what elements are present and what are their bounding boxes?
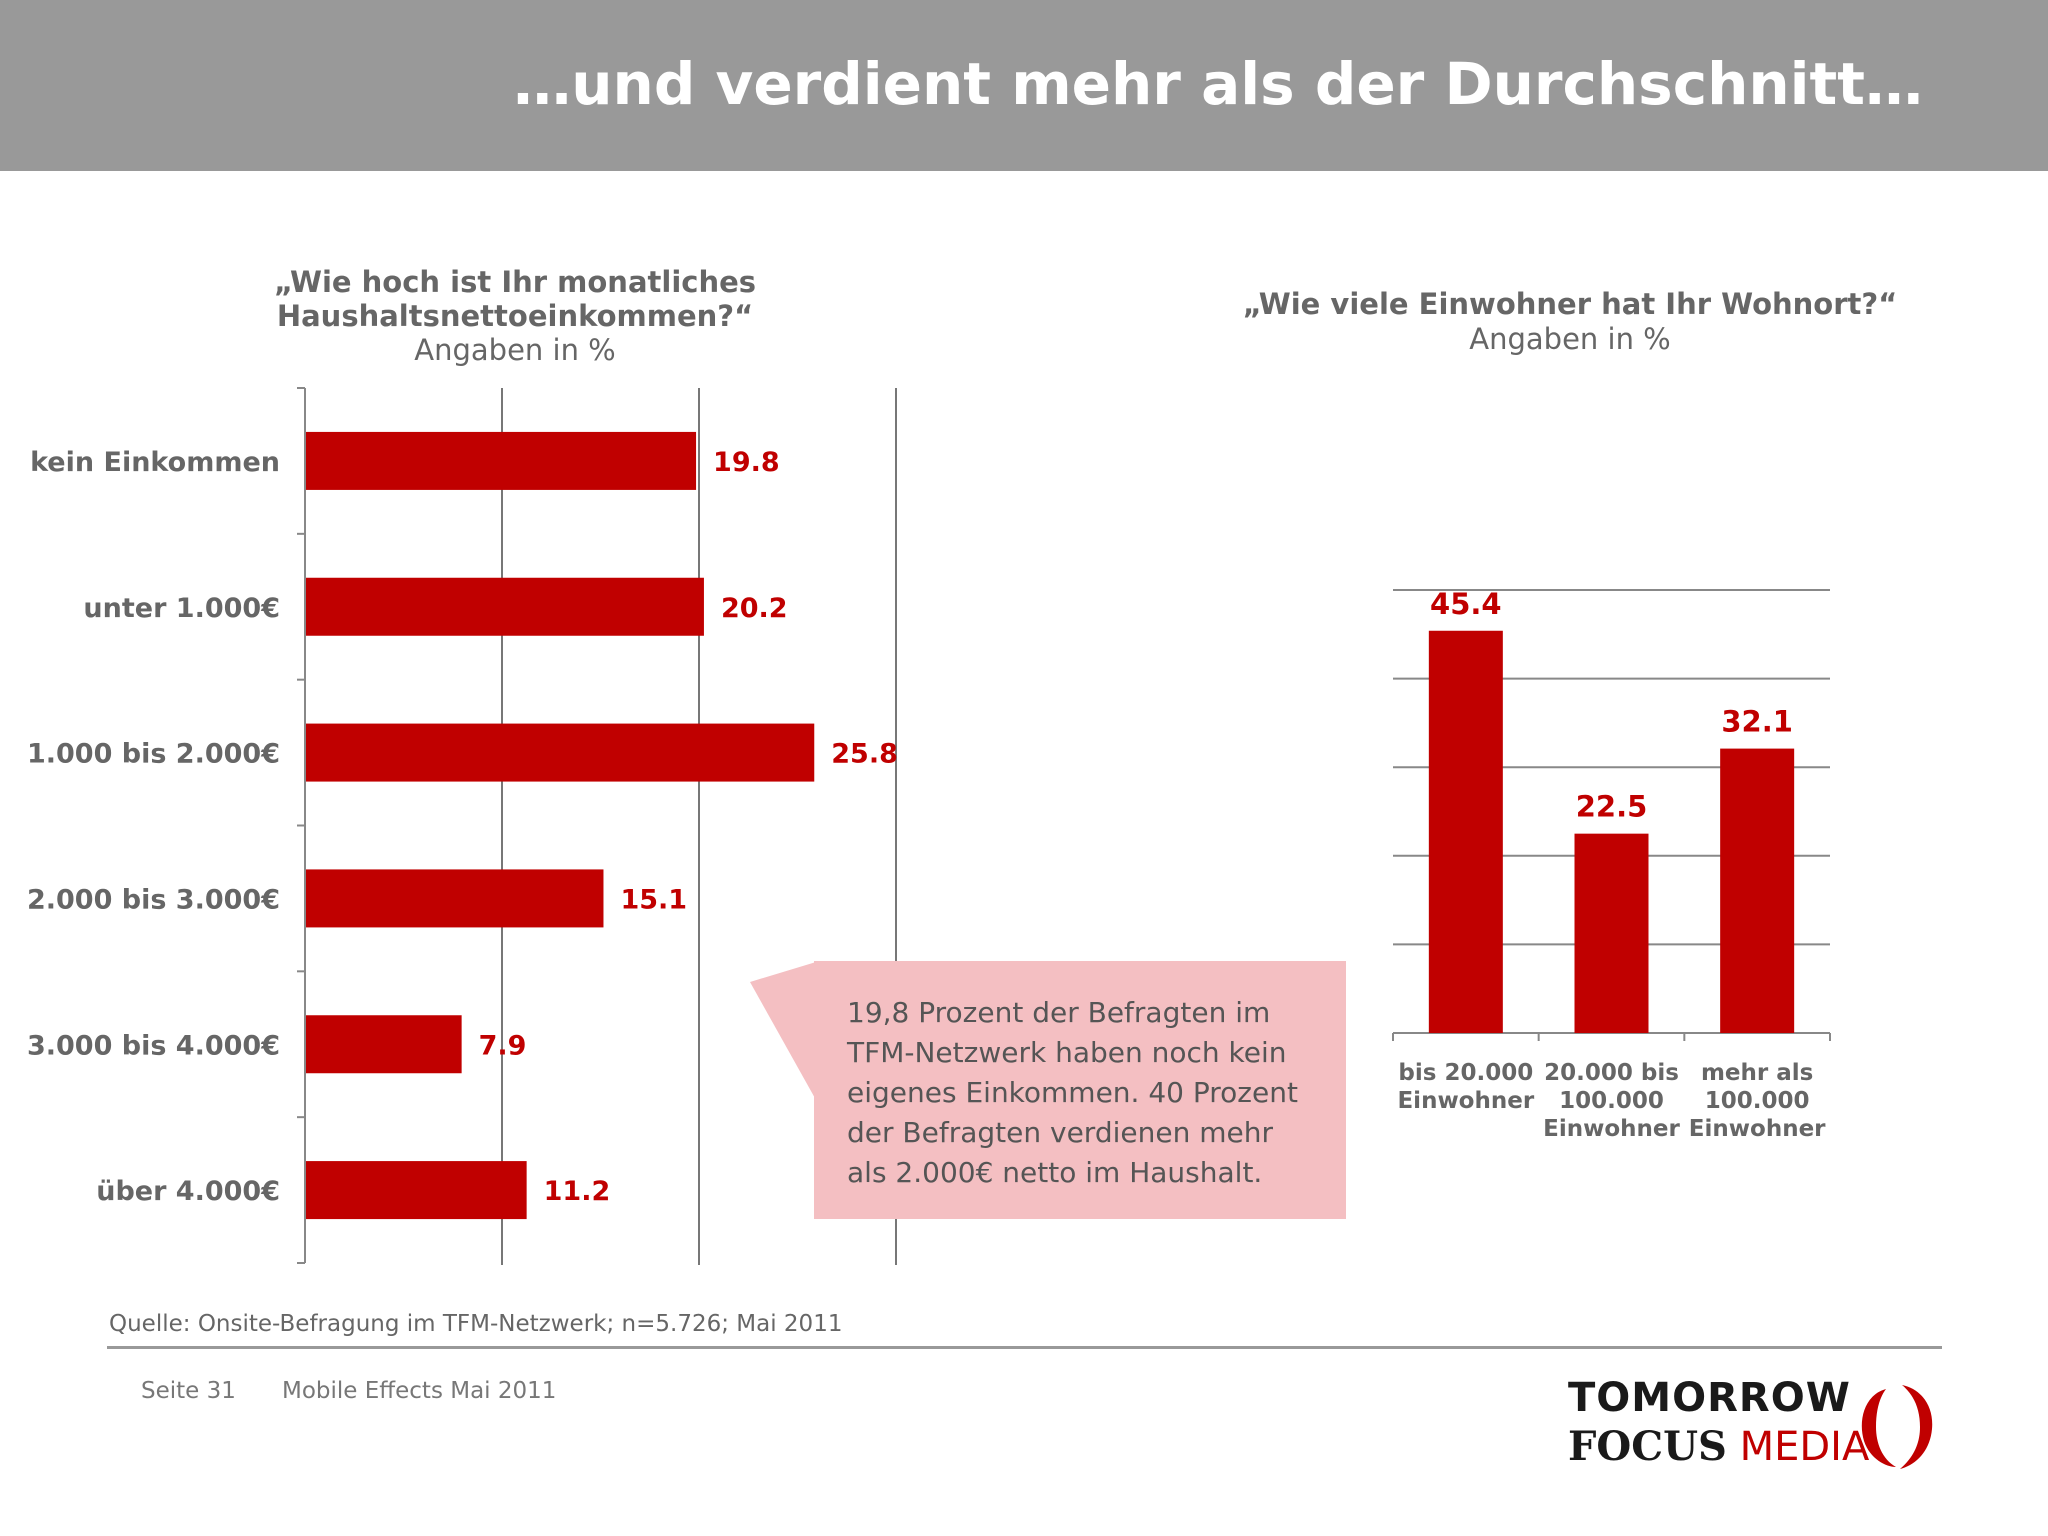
income-bar [306, 1015, 462, 1074]
income-bar [306, 431, 697, 490]
income-chart-title-line1: „Wie hoch ist Ihr monatliches [273, 265, 757, 299]
page-title: …und verdient mehr als der Durchschnitt… [513, 50, 1923, 118]
callout-pointer [750, 962, 816, 1100]
income-chart-subtitle: Angaben in % [414, 333, 616, 367]
income-bar [306, 1161, 527, 1220]
income-value-label: 20.2 [721, 593, 788, 624]
tomorrow-focus-media-logo: TOMORROW FOCUS MEDIA [1568, 1375, 1948, 1485]
header-band: …und verdient mehr als der Durchschnitt… [0, 0, 2048, 171]
town-category-label: 100.000 [1559, 1088, 1664, 1114]
income-category-label: unter 1.000€ [83, 593, 280, 624]
income-bar [306, 723, 815, 782]
income-value-label: 7.9 [479, 1030, 527, 1061]
income-value-label: 19.8 [713, 447, 780, 478]
income-category-label: 3.000 bis 4.000€ [27, 1030, 280, 1061]
logo-text-media: MEDIA [1739, 1424, 1870, 1470]
town-value-label: 45.4 [1430, 587, 1502, 621]
town-bar [1574, 833, 1649, 1033]
income-category-label: 2.000 bis 3.000€ [27, 884, 280, 915]
income-chart-title: „Wie hoch ist Ihr monatliches Haushaltsn… [215, 265, 815, 333]
town-category-label: Einwohner [1543, 1116, 1680, 1142]
income-category-label: über 4.000€ [96, 1176, 280, 1207]
report-name: Mobile Effects Mai 2011 [282, 1378, 557, 1404]
page-number: Seite 31 [141, 1378, 236, 1404]
town-value-label: 32.1 [1721, 705, 1793, 739]
income-chart-title-line2: Haushaltsnettoeinkommen?“ [276, 299, 754, 333]
town-category-label: bis 20.000 [1398, 1060, 1533, 1086]
callout-text: 19,8 Prozent der Befragten im TFM-Netzwe… [847, 996, 1298, 1189]
income-bar [306, 869, 604, 928]
income-bar [306, 577, 704, 636]
callout-box: 19,8 Prozent der Befragten im TFM-Netzwe… [814, 961, 1346, 1219]
town-chart-title: „Wie viele Einwohner hat Ihr Wohnort?“ [1242, 287, 1898, 321]
town-category-label: 20.000 bis [1544, 1060, 1679, 1086]
logo-ring-icon [1861, 1385, 1933, 1469]
town-category-label: mehr als [1701, 1060, 1813, 1086]
town-category-label: 100.000 [1705, 1088, 1810, 1114]
logo-text-focus: FOCUS [1568, 1423, 1727, 1470]
logo-text-focus-media: FOCUS MEDIA [1568, 1423, 1869, 1470]
income-category-label: 1.000 bis 2.000€ [27, 739, 280, 770]
income-value-label: 15.1 [620, 884, 687, 915]
logo-text-tomorrow: TOMORROW [1568, 1375, 1851, 1421]
income-category-label: kein Einkommen [30, 447, 280, 478]
source-note: Quelle: Onsite-Befragung im TFM-Netzwerk… [109, 1311, 843, 1337]
income-value-label: 11.2 [544, 1176, 611, 1207]
town-category-label: Einwohner [1689, 1116, 1826, 1142]
income-value-label: 25.8 [831, 739, 898, 770]
footer-divider [107, 1346, 1942, 1349]
town-chart-subtitle: Angaben in % [1469, 322, 1671, 356]
town-bar [1720, 748, 1795, 1033]
town-bar [1428, 630, 1503, 1033]
town-category-label: Einwohner [1397, 1088, 1534, 1114]
town-value-label: 22.5 [1576, 790, 1648, 824]
